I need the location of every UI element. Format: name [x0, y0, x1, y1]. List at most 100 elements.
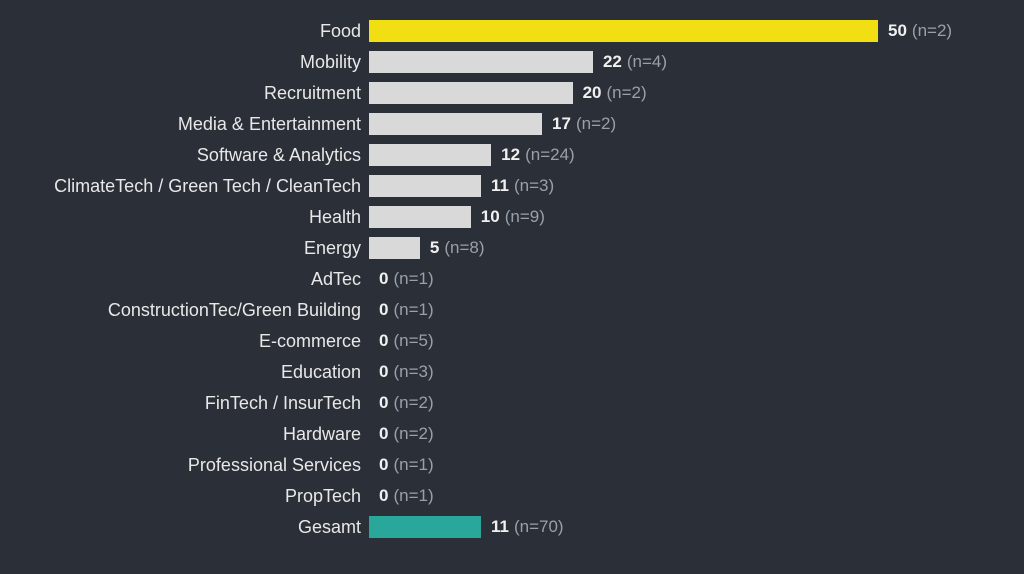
- value-n: (n=3): [514, 176, 554, 196]
- value-label: 22(n=4): [603, 51, 667, 73]
- bar-track: 10(n=9): [369, 206, 1024, 228]
- chart-row: Food 50(n=2): [0, 20, 1024, 42]
- value-n: (n=2): [393, 424, 433, 444]
- value-n: (n=2): [576, 114, 616, 134]
- bar-track: 0(n=2): [369, 392, 1024, 414]
- category-label: E-commerce: [0, 332, 369, 350]
- bar: [369, 237, 420, 259]
- bar: [369, 206, 471, 228]
- category-label: ClimateTech / Green Tech / CleanTech: [0, 177, 369, 195]
- chart-row: E-commerce 0(n=5): [0, 330, 1024, 352]
- category-label: PropTech: [0, 487, 369, 505]
- value-label: 12(n=24): [501, 144, 575, 166]
- category-label: Mobility: [0, 53, 369, 71]
- chart-row: Mobility 22(n=4): [0, 51, 1024, 73]
- value-label: 20(n=2): [583, 82, 647, 104]
- category-label: Education: [0, 363, 369, 381]
- bar: [369, 51, 593, 73]
- value-label: 5(n=8): [430, 237, 485, 259]
- bar: [369, 175, 481, 197]
- value-label: 0(n=1): [379, 299, 434, 321]
- chart-row: FinTech / InsurTech0(n=2): [0, 392, 1024, 414]
- value-n: (n=9): [505, 207, 545, 227]
- value-n: (n=1): [393, 486, 433, 506]
- value-n: (n=70): [514, 517, 564, 537]
- category-label: Hardware: [0, 425, 369, 443]
- bar: [369, 113, 542, 135]
- chart-row: ConstructionTec/Green Building 0(n=1): [0, 299, 1024, 321]
- bar-track: 0(n=1): [369, 299, 1024, 321]
- category-label: AdTec: [0, 270, 369, 288]
- value-number: 10: [481, 207, 500, 227]
- category-label: Energy: [0, 239, 369, 257]
- value-n: (n=2): [607, 83, 647, 103]
- category-label: Software & Analytics: [0, 146, 369, 164]
- value-number: 5: [430, 238, 439, 258]
- chart-row: AdTec 0(n=1): [0, 268, 1024, 290]
- value-number: 17: [552, 114, 571, 134]
- bar-track: 0(n=2): [369, 423, 1024, 445]
- value-label: 11(n=70): [491, 516, 564, 538]
- value-label: 0(n=1): [379, 268, 434, 290]
- value-number: 12: [501, 145, 520, 165]
- chart-row: Media & Entertainment 17(n=2): [0, 113, 1024, 135]
- value-label: 10(n=9): [481, 206, 545, 228]
- value-number: 0: [379, 393, 388, 413]
- bar: [369, 82, 573, 104]
- value-n: (n=2): [912, 21, 952, 41]
- bar-track: 0(n=3): [369, 361, 1024, 383]
- value-label: 0(n=3): [379, 361, 434, 383]
- value-n: (n=4): [627, 52, 667, 72]
- bar: [369, 516, 481, 538]
- value-number: 50: [888, 21, 907, 41]
- category-label: ConstructionTec/Green Building: [0, 301, 369, 319]
- bar-track: 11(n=70): [369, 516, 1024, 538]
- value-number: 0: [379, 269, 388, 289]
- category-label: Gesamt: [0, 518, 369, 536]
- bar-track: 12(n=24): [369, 144, 1024, 166]
- bar-track: 11(n=3): [369, 175, 1024, 197]
- bar-track: 50(n=2): [369, 20, 1024, 42]
- bar: [369, 144, 491, 166]
- bar-track: 0(n=1): [369, 454, 1024, 476]
- chart-row: Recruitment20(n=2): [0, 82, 1024, 104]
- bar: [369, 20, 878, 42]
- category-label: Professional Services: [0, 456, 369, 474]
- value-number: 0: [379, 331, 388, 351]
- value-number: 0: [379, 486, 388, 506]
- value-n: (n=2): [393, 393, 433, 413]
- value-number: 11: [491, 176, 509, 196]
- category-label: Media & Entertainment: [0, 115, 369, 133]
- bar-track: 0(n=1): [369, 268, 1024, 290]
- chart-row: Software & Analytics 12(n=24): [0, 144, 1024, 166]
- value-n: (n=1): [393, 269, 433, 289]
- value-number: 0: [379, 300, 388, 320]
- value-label: 50(n=2): [888, 20, 952, 42]
- value-n: (n=5): [393, 331, 433, 351]
- value-n: (n=3): [393, 362, 433, 382]
- value-n: (n=8): [444, 238, 484, 258]
- bar-track: 20(n=2): [369, 82, 1024, 104]
- value-number: 22: [603, 52, 622, 72]
- bar-track: 17(n=2): [369, 113, 1024, 135]
- value-n: (n=24): [525, 145, 575, 165]
- chart-row: Gesamt 11(n=70): [0, 516, 1024, 538]
- value-number: 0: [379, 424, 388, 444]
- value-n: (n=1): [393, 300, 433, 320]
- chart-row: PropTech 0(n=1): [0, 485, 1024, 507]
- category-label: Food: [0, 22, 369, 40]
- value-label: 17(n=2): [552, 113, 616, 135]
- bar-track: 5(n=8): [369, 237, 1024, 259]
- value-number: 20: [583, 83, 602, 103]
- chart-row: Professional Services 0(n=1): [0, 454, 1024, 476]
- category-label: FinTech / InsurTech: [0, 394, 369, 412]
- bar-track: 0(n=1): [369, 485, 1024, 507]
- category-label: Health: [0, 208, 369, 226]
- value-number: 0: [379, 362, 388, 382]
- value-label: 0(n=1): [379, 485, 434, 507]
- bar-track: 0(n=5): [369, 330, 1024, 352]
- value-n: (n=1): [393, 455, 433, 475]
- value-label: 0(n=5): [379, 330, 434, 352]
- value-label: 0(n=1): [379, 454, 434, 476]
- bar-track: 22(n=4): [369, 51, 1024, 73]
